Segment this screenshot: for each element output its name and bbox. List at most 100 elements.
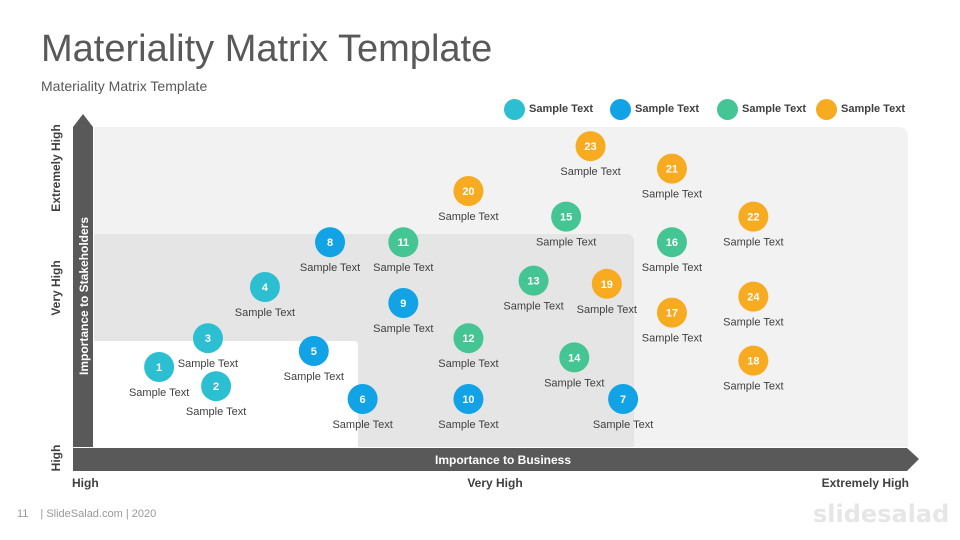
data-point: 5 Sample Text: [284, 336, 344, 383]
x-axis-arrow: [73, 448, 919, 471]
point-number: 10: [462, 394, 474, 406]
point-number: 22: [747, 212, 759, 224]
point-marker: [347, 384, 378, 414]
point-label: Sample Text: [593, 419, 653, 431]
point-marker: [591, 268, 622, 299]
point-marker: [518, 265, 549, 296]
y-axis-label: Importance to Stakeholders: [77, 217, 91, 375]
point-label: Sample Text: [642, 189, 702, 201]
point-marker: [738, 345, 769, 376]
point-number: 20: [462, 186, 474, 198]
data-point: 18 Sample Text: [723, 345, 784, 393]
data-point: 16 Sample Text: [642, 227, 702, 274]
x-tick-label: Extremely High: [822, 476, 909, 490]
footer-text: | SlideSalad.com | 2020: [40, 508, 157, 520]
x-axis-label: Importance to Business: [435, 453, 571, 467]
point-number: 11: [397, 237, 409, 249]
point-marker: [144, 352, 175, 382]
point-label: Sample Text: [544, 377, 604, 389]
point-marker: [608, 384, 639, 414]
point-label: Sample Text: [178, 358, 238, 370]
legend-swatch: [610, 99, 631, 120]
x-tick-label: Very High: [467, 476, 522, 490]
data-point: 13 Sample Text: [503, 265, 564, 313]
point-marker: [738, 201, 769, 232]
point-number: 19: [601, 279, 613, 291]
legend-label: Sample Text: [635, 103, 699, 115]
point-marker: [388, 227, 419, 258]
point-label: Sample Text: [300, 262, 360, 274]
point-marker: [738, 281, 769, 312]
point-marker: [453, 323, 484, 354]
data-point: 14 Sample Text: [544, 342, 604, 389]
point-number: 12: [462, 333, 474, 345]
point-marker: [315, 227, 346, 258]
point-number: 1: [156, 362, 162, 374]
point-label: Sample Text: [186, 406, 246, 418]
page-subtitle: Materiality Matrix Template: [41, 78, 208, 94]
legend-label: Sample Text: [841, 103, 905, 115]
data-point: 7 Sample Text: [593, 384, 653, 431]
point-label: Sample Text: [560, 166, 620, 178]
page-title: Materiality Matrix Template: [41, 28, 493, 70]
point-label: Sample Text: [723, 317, 783, 329]
point-marker: [453, 384, 484, 414]
data-point: 3 Sample Text: [178, 323, 238, 370]
point-marker: [453, 176, 484, 206]
point-label: Sample Text: [577, 304, 637, 316]
point-marker: [201, 371, 232, 402]
point-number: 2: [213, 381, 219, 393]
point-number: 21: [666, 164, 678, 176]
footer: 11 | SlideSalad.com | 2020: [17, 508, 156, 520]
data-point: 1 Sample Text: [129, 352, 189, 399]
data-point: 2 Sample Text: [186, 371, 246, 418]
data-point: 9 Sample Text: [373, 288, 433, 335]
point-label: Sample Text: [235, 307, 295, 319]
data-point: 20 Sample Text: [438, 176, 499, 223]
point-marker: [656, 153, 687, 184]
point-number: 9: [400, 298, 406, 310]
legend-swatch: [816, 99, 837, 120]
point-label: Sample Text: [438, 211, 498, 223]
y-tick-label: Very High: [49, 260, 63, 315]
point-label: Sample Text: [723, 237, 783, 249]
data-point: 10 Sample Text: [438, 384, 499, 431]
point-marker: [656, 297, 687, 328]
data-point: 15 Sample Text: [536, 201, 596, 249]
point-number: 13: [527, 276, 539, 288]
page-number: 11: [17, 508, 29, 520]
point-marker: [192, 323, 223, 354]
data-point: 6 Sample Text: [332, 384, 393, 431]
point-number: 14: [568, 352, 581, 364]
point-label: Sample Text: [373, 323, 433, 335]
point-label: Sample Text: [642, 262, 702, 274]
point-number: 4: [262, 282, 269, 294]
point-marker: [388, 288, 419, 318]
point-number: 18: [747, 356, 759, 368]
data-point: 24 Sample Text: [723, 281, 784, 329]
point-marker: [559, 342, 590, 373]
point-number: 8: [327, 237, 333, 249]
data-point: 4 Sample Text: [235, 272, 295, 319]
point-label: Sample Text: [438, 419, 498, 431]
y-axis-arrow: [73, 114, 93, 447]
point-label: Sample Text: [373, 262, 433, 274]
data-point: 17 Sample Text: [642, 297, 702, 345]
point-label: Sample Text: [438, 358, 498, 370]
legend-label: Sample Text: [529, 103, 593, 115]
data-point: 22 Sample Text: [723, 201, 784, 249]
point-number: 5: [311, 346, 317, 358]
point-number: 3: [205, 333, 211, 345]
point-label: Sample Text: [284, 371, 344, 383]
point-marker: [575, 131, 606, 162]
point-number: 17: [666, 308, 678, 320]
point-label: Sample Text: [642, 333, 702, 345]
x-tick-label: High: [72, 476, 99, 490]
point-number: 16: [666, 237, 678, 249]
point-number: 15: [560, 212, 572, 224]
data-point: 19 Sample Text: [577, 268, 637, 316]
point-label: Sample Text: [536, 237, 596, 249]
y-tick-label: High: [49, 445, 63, 472]
point-marker: [551, 201, 582, 232]
